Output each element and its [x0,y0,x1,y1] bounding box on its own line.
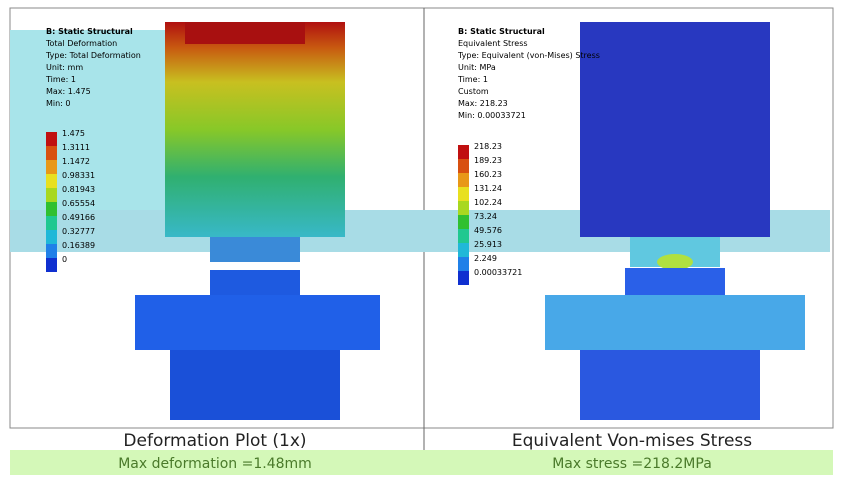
legend-swatch [46,146,57,160]
result-band [10,450,833,475]
legend-label: 0.65554 [62,199,95,208]
header-title: B: Static Structural [46,27,133,36]
legend-swatch [458,271,469,285]
legend-swatch [458,187,469,201]
panels: B: Static Structural Total Deformation Typ… [45,27,752,472]
header-line: Time: 1 [457,75,488,84]
caption: Equivalent Von-mises Stress [512,431,752,451]
header-name: Total Deformation [45,39,117,48]
valve-bottom [580,350,760,420]
caption: Deformation Plot (1x) [123,431,306,451]
legend-label: 0.49166 [62,213,95,222]
legend-swatch [46,202,57,216]
header-line: Min: 0.00033721 [458,111,526,120]
valve-body [545,295,805,350]
legend-swatch [46,132,57,146]
legend-label: 131.24 [474,184,502,193]
legend-label: 189.23 [474,156,502,165]
legend-swatch [46,216,57,230]
header-line: Type: Total Deformation [45,51,141,60]
legend-label: 1.475 [62,129,85,138]
legend-swatch [458,159,469,173]
header-line: Custom [458,87,489,96]
cylinder-top [185,22,305,44]
result: Max deformation =1.48mm [118,456,312,472]
legend-label: 25.913 [474,240,502,249]
cylinder [580,22,770,237]
header-line: Max: 218.23 [458,99,508,108]
legend-swatch [46,244,57,258]
header-line: Max: 1.475 [46,87,91,96]
hotspot [657,254,693,270]
legend-label: 0.00033721 [474,268,522,277]
valve-top [625,268,725,298]
result: Max stress =218.2MPa [552,456,712,472]
header-title: B: Static Structural [458,27,545,36]
neck [210,237,300,262]
legend-swatch [458,215,469,229]
legend-swatch [46,174,57,188]
legend-label: 1.1472 [62,157,90,166]
legend-swatch [46,160,57,174]
cylinder [165,22,345,237]
header-name: Equivalent Stress [458,39,528,48]
legend-swatch [458,145,469,159]
legend-label: 2.249 [474,254,497,263]
header-line: Unit: MPa [458,63,496,72]
legend-swatch [458,257,469,271]
legend-label: 49.576 [474,226,502,235]
header-line: Time: 1 [45,75,76,84]
valve-body [135,295,380,350]
legend-label: 0.98331 [62,171,95,180]
legend-swatch [46,188,57,202]
legend-label: 102.24 [474,198,502,207]
legend-swatch [458,229,469,243]
legend-label: 0.16389 [62,241,95,250]
header-line: Type: Equivalent (von-Mises) Stress [457,51,600,60]
legend-swatch [46,258,57,272]
legend-swatch [458,201,469,215]
valve-bottom [170,350,340,420]
header-line: Min: 0 [46,99,71,108]
legend-swatch [458,173,469,187]
header-line: Unit: mm [46,63,83,72]
legend-label: 218.23 [474,142,502,151]
legend-label: 0.32777 [62,227,95,236]
legend-swatch [458,243,469,257]
legend-label: 160.23 [474,170,502,179]
panel-bg [10,30,170,210]
legend-swatch [46,230,57,244]
legend-label: 0 [62,255,67,264]
legend-label: 0.81943 [62,185,95,194]
legend-label: 1.3111 [62,143,90,152]
legend-label: 73.24 [474,212,497,221]
